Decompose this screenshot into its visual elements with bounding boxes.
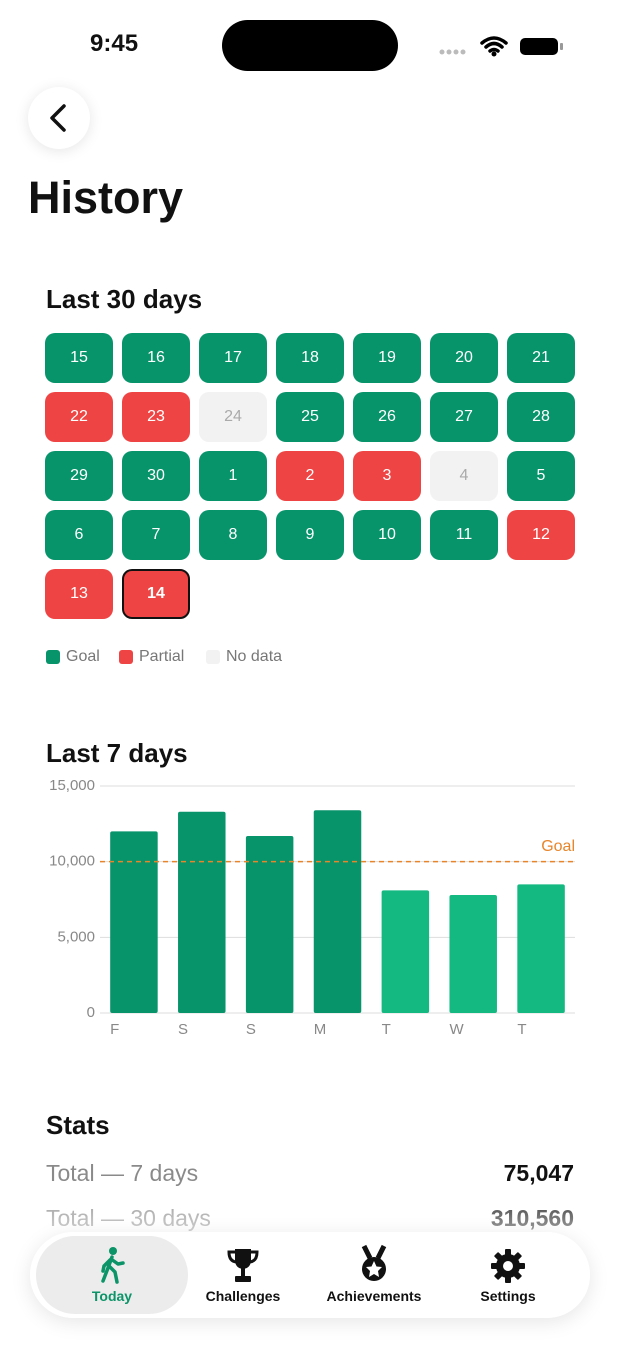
tab[interactable]: Challenges bbox=[190, 1236, 296, 1314]
day-cell[interactable]: 24 bbox=[199, 392, 267, 442]
bar bbox=[245, 835, 294, 1013]
day-cell[interactable]: 1 bbox=[199, 451, 267, 501]
x-tick-label: T bbox=[382, 1021, 391, 1038]
x-tick-label: S bbox=[178, 1021, 188, 1038]
day-cell[interactable]: 8 bbox=[199, 510, 267, 560]
legend-item: No data bbox=[206, 648, 282, 666]
tab-label: Settings bbox=[480, 1288, 536, 1304]
day-cell[interactable]: 11 bbox=[430, 510, 498, 560]
bar bbox=[313, 810, 362, 1013]
day-cell[interactable]: 3 bbox=[353, 451, 421, 501]
section-title: Last 7 days bbox=[46, 738, 188, 768]
legend-item: Goal bbox=[46, 648, 100, 666]
dynamic-island bbox=[222, 20, 398, 71]
day-cell[interactable]: 14 bbox=[122, 569, 190, 619]
back-icon bbox=[50, 104, 66, 132]
tab-icon bbox=[361, 1244, 387, 1281]
legend-swatch bbox=[46, 650, 60, 664]
legend-swatch bbox=[206, 650, 220, 664]
stat-label: Total — 7 days bbox=[46, 1160, 199, 1186]
day-cell[interactable]: 27 bbox=[430, 392, 498, 442]
day-cell[interactable]: 10 bbox=[353, 510, 421, 560]
day-cell[interactable]: 18 bbox=[276, 333, 344, 383]
bar bbox=[381, 890, 430, 1013]
day-cell[interactable]: 21 bbox=[507, 333, 575, 383]
tab-icon bbox=[101, 1247, 125, 1284]
y-tick-label: 5,000 bbox=[57, 928, 95, 945]
tab-label: Achievements bbox=[326, 1288, 422, 1304]
tab[interactable]: Settings bbox=[440, 1236, 576, 1314]
day-cell[interactable]: 17 bbox=[199, 333, 267, 383]
x-tick-label: S bbox=[246, 1021, 256, 1038]
bar bbox=[178, 811, 226, 1013]
tab-label: Challenges bbox=[205, 1288, 281, 1304]
bar bbox=[517, 884, 565, 1013]
x-tick-label: W bbox=[449, 1021, 464, 1038]
bar bbox=[110, 831, 158, 1013]
tab[interactable]: Today bbox=[36, 1236, 188, 1314]
tab-label: Today bbox=[91, 1288, 133, 1304]
day-cell[interactable]: 13 bbox=[45, 569, 113, 619]
day-cell[interactable]: 19 bbox=[353, 333, 421, 383]
back-button[interactable] bbox=[28, 87, 90, 149]
x-tick-label: M bbox=[314, 1021, 327, 1038]
bar bbox=[449, 894, 497, 1013]
day-cell[interactable]: 5 bbox=[507, 451, 575, 501]
legend-label: Partial bbox=[139, 648, 185, 665]
y-tick-label: 10,000 bbox=[49, 853, 95, 870]
page-title: History bbox=[28, 172, 184, 223]
section-title: Stats bbox=[46, 1110, 110, 1140]
day-cell[interactable]: 26 bbox=[353, 392, 421, 442]
day-cell[interactable]: 15 bbox=[45, 333, 113, 383]
legend-item: Partial bbox=[119, 648, 184, 666]
day-cell[interactable]: 22 bbox=[45, 392, 113, 442]
legend-label: No data bbox=[226, 648, 283, 665]
day-cell[interactable]: 20 bbox=[430, 333, 498, 383]
stat-value: 75,047 bbox=[503, 1160, 574, 1186]
day-cell[interactable]: 28 bbox=[507, 392, 575, 442]
day-cell[interactable]: 6 bbox=[45, 510, 113, 560]
y-tick-label: 0 bbox=[87, 1004, 95, 1021]
legend-swatch bbox=[119, 650, 133, 664]
status-icons bbox=[439, 36, 563, 57]
day-cell[interactable]: 9 bbox=[276, 510, 344, 560]
day-cell[interactable]: 29 bbox=[45, 451, 113, 501]
day-cell[interactable]: 7 bbox=[122, 510, 190, 560]
day-cell[interactable]: 16 bbox=[122, 333, 190, 383]
chart: 0 5,000 10,000 15,000 F S S M T W T Goal bbox=[49, 777, 575, 1038]
day-cell[interactable]: 23 bbox=[122, 392, 190, 442]
goal-label: Goal bbox=[541, 838, 575, 855]
y-tick-label: 15,000 bbox=[49, 777, 95, 794]
legend-label: Goal bbox=[66, 648, 100, 665]
tab[interactable]: Achievements bbox=[310, 1236, 438, 1314]
day-cell[interactable]: 4 bbox=[430, 451, 498, 501]
day-cell[interactable]: 12 bbox=[507, 510, 575, 560]
x-tick-label: T bbox=[517, 1021, 526, 1038]
status-time: 9:45 bbox=[90, 30, 139, 57]
day-cell[interactable]: 25 bbox=[276, 392, 344, 442]
day-cell[interactable]: 30 bbox=[122, 451, 190, 501]
day-cell[interactable]: 2 bbox=[276, 451, 344, 501]
tab-icon bbox=[491, 1249, 525, 1283]
section-title: Last 30 days bbox=[46, 284, 203, 314]
tab-icon bbox=[227, 1249, 259, 1282]
x-tick-label: F bbox=[110, 1021, 119, 1038]
